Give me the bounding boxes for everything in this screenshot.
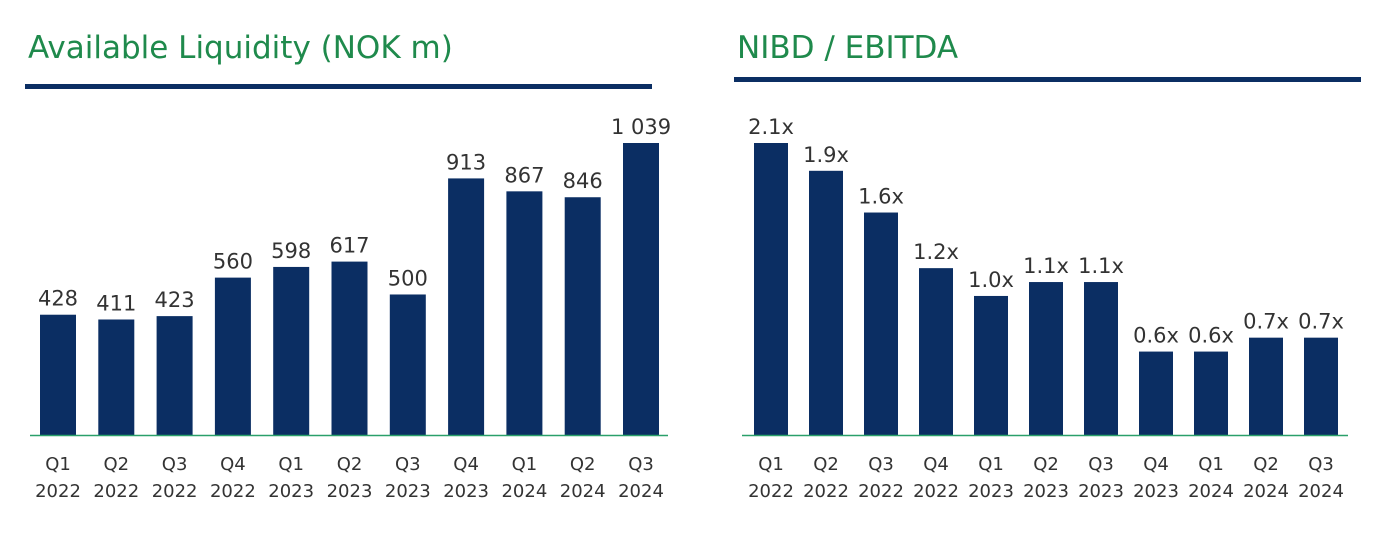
- bar: [754, 143, 788, 435]
- available-liquidity-panel: Available Liquidity (NOK m) 428 Q1 2022 411…: [25, 30, 671, 502]
- data-label: 0.7x: [1243, 310, 1289, 334]
- bar: [1029, 282, 1063, 435]
- x-tick-year: 2023: [1078, 481, 1124, 502]
- data-label: 1.0x: [968, 268, 1014, 292]
- data-label: 423: [155, 288, 195, 312]
- bar: [1139, 351, 1173, 435]
- x-tick-year: 2023: [443, 481, 489, 502]
- x-tick-year: 2023: [1133, 481, 1179, 502]
- x-tick-quarter: Q1: [1198, 454, 1224, 475]
- bar: [1304, 337, 1338, 435]
- x-tick-quarter: Q2: [813, 454, 839, 475]
- x-tick-quarter: Q3: [628, 454, 654, 475]
- x-tick-year: 2024: [1243, 481, 1289, 502]
- x-tick-quarter: Q1: [512, 454, 538, 475]
- bar: [809, 170, 843, 436]
- x-tick-quarter: Q4: [453, 454, 479, 475]
- data-label: 1.6x: [858, 185, 904, 209]
- data-label: 560: [213, 250, 253, 274]
- bar: [214, 277, 251, 435]
- bar: [919, 268, 953, 435]
- bar: [331, 261, 368, 435]
- x-tick-quarter: Q4: [220, 454, 246, 475]
- data-label: 617: [329, 234, 369, 258]
- bar: [1084, 282, 1118, 435]
- x-tick-quarter: Q1: [278, 454, 304, 475]
- title-underline: [25, 84, 652, 89]
- bar: [98, 319, 135, 435]
- bar: [1194, 351, 1228, 435]
- data-label: 428: [38, 287, 78, 311]
- chart-title: Available Liquidity (NOK m): [28, 30, 453, 66]
- data-label: 0.6x: [1188, 324, 1234, 348]
- data-label: 1.1x: [1078, 254, 1124, 278]
- data-label: 598: [271, 239, 311, 263]
- bar: [273, 266, 310, 435]
- x-tick-quarter: Q3: [162, 454, 188, 475]
- x-tick-quarter: Q3: [868, 454, 894, 475]
- x-tick-year: 2024: [1298, 481, 1344, 502]
- x-tick-year: 2024: [618, 481, 664, 502]
- nibd-ebitda-panel: NIBD / EBITDA 2.1x Q1 2022 1.9x Q2 2022 1.6x Q3…: [700, 0, 1375, 534]
- data-label: 1 039: [611, 115, 671, 139]
- data-label: 0.6x: [1133, 324, 1179, 348]
- x-tick-year: 2024: [501, 481, 547, 502]
- x-tick-quarter: Q2: [337, 454, 363, 475]
- bar: [40, 314, 76, 435]
- data-label: 411: [96, 291, 136, 315]
- x-tick-quarter: Q2: [103, 454, 129, 475]
- bar: [564, 197, 601, 435]
- x-tick-year: 2022: [210, 481, 256, 502]
- x-tick-quarter: Q4: [1143, 454, 1169, 475]
- nibd-ebitda-chart: 2.1x Q1 2022 1.9x Q2 2022 1.6x Q3 2022 1.2x Q4 2022…: [742, 115, 1348, 502]
- data-label: 1.9x: [803, 143, 849, 167]
- bar: [389, 294, 426, 435]
- x-tick-year: 2022: [35, 481, 81, 502]
- x-tick-year: 2023: [1023, 481, 1069, 502]
- x-tick-quarter: Q3: [395, 454, 421, 475]
- chart-title: NIBD / EBITDA: [737, 30, 959, 66]
- x-tick-year: 2023: [268, 481, 314, 502]
- title-underline: [734, 77, 1361, 82]
- x-tick-quarter: Q1: [758, 454, 784, 475]
- data-label: 1.2x: [913, 240, 959, 264]
- x-tick-year: 2022: [152, 481, 198, 502]
- bar: [156, 316, 193, 435]
- x-tick-quarter: Q2: [1253, 454, 1279, 475]
- x-tick-quarter: Q2: [570, 454, 596, 475]
- x-tick-quarter: Q3: [1088, 454, 1114, 475]
- data-label: 913: [446, 150, 486, 174]
- data-label: 2.1x: [748, 115, 794, 139]
- x-tick-year: 2024: [1188, 481, 1234, 502]
- bar: [864, 212, 898, 435]
- bar: [506, 191, 543, 435]
- x-tick-year: 2023: [327, 481, 373, 502]
- x-tick-year: 2022: [748, 481, 794, 502]
- bar: [974, 295, 1008, 435]
- data-label: 846: [563, 169, 603, 193]
- data-label: 867: [504, 163, 544, 187]
- x-tick-quarter: Q1: [978, 454, 1004, 475]
- x-tick-year: 2023: [385, 481, 431, 502]
- x-tick-year: 2022: [913, 481, 959, 502]
- x-tick-year: 2022: [858, 481, 904, 502]
- data-label: 0.7x: [1298, 310, 1344, 334]
- bar: [623, 143, 659, 435]
- bar: [1249, 337, 1283, 435]
- x-tick-quarter: Q1: [45, 454, 71, 475]
- available-liquidity-chart: 428 Q1 2022 411 Q2 2022 423 Q3 2022 560 Q4 2022 598 Q…: [30, 115, 671, 502]
- x-tick-year: 2022: [93, 481, 139, 502]
- x-tick-year: 2022: [803, 481, 849, 502]
- x-tick-year: 2024: [560, 481, 606, 502]
- x-tick-year: 2023: [968, 481, 1014, 502]
- x-tick-quarter: Q4: [923, 454, 949, 475]
- data-label: 1.1x: [1023, 254, 1069, 278]
- x-tick-quarter: Q3: [1308, 454, 1334, 475]
- x-tick-quarter: Q2: [1033, 454, 1059, 475]
- data-label: 500: [388, 266, 428, 290]
- bar: [448, 178, 485, 436]
